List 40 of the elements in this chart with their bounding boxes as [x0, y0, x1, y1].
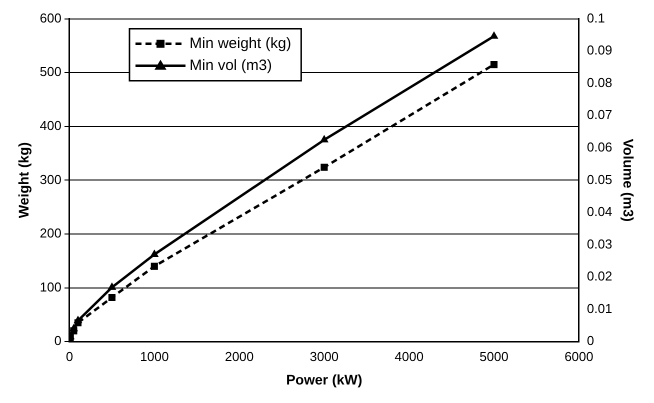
y2-tick-label: 0: [586, 333, 594, 348]
y2-tick-label: 0.06: [586, 140, 612, 154]
x-tick-label: 4000: [394, 348, 424, 364]
y2-tick-label: 0.04: [586, 204, 612, 220]
y-axis-title: Weight (kg): [15, 142, 32, 218]
y2-tick-label: 0.1: [586, 10, 605, 26]
y-tick-label: 500: [40, 64, 62, 80]
y-tick-label: 200: [40, 226, 62, 241]
y2-tick-label: 0.07: [586, 107, 612, 122]
y-tick-label: 0: [54, 333, 62, 348]
legend-label: Min weight (kg): [189, 34, 292, 52]
y2-tick-label: 0.08: [586, 74, 612, 90]
point: [490, 31, 498, 39]
x-tick-label: 3000: [310, 348, 339, 364]
y2-tick-label: 0.05: [586, 172, 612, 187]
point: [108, 282, 116, 290]
x-tick-label: 5000: [480, 348, 508, 364]
point: [320, 134, 329, 142]
point: [150, 249, 159, 257]
x-tick-label: 2000: [224, 348, 254, 364]
y2-tick-label: 0.09: [586, 42, 612, 58]
point: [490, 60, 498, 68]
y2-tick-label: 0.02: [586, 268, 612, 284]
point: [70, 327, 78, 334]
point: [150, 262, 158, 270]
y2-axis-title: Volume (m3): [620, 138, 637, 222]
y-tick-label: 600: [40, 10, 62, 26]
x-tick-label: 1000: [140, 348, 169, 364]
y-tick-label: 400: [40, 118, 62, 133]
y2-tick-label: 0.01: [586, 300, 612, 316]
point: [74, 319, 82, 326]
x-tick-label: 0: [66, 348, 74, 364]
y-tick-label: 100: [40, 279, 62, 294]
y2-tick-label: 0.03: [586, 236, 612, 252]
y-tick-label: 300: [40, 172, 62, 187]
x-tick-label: 6000: [564, 348, 594, 364]
legend-label: Min vol (m3): [189, 56, 272, 74]
point: [320, 164, 328, 171]
point: [108, 294, 116, 302]
x-axis-title: Power (kW): [286, 371, 362, 388]
